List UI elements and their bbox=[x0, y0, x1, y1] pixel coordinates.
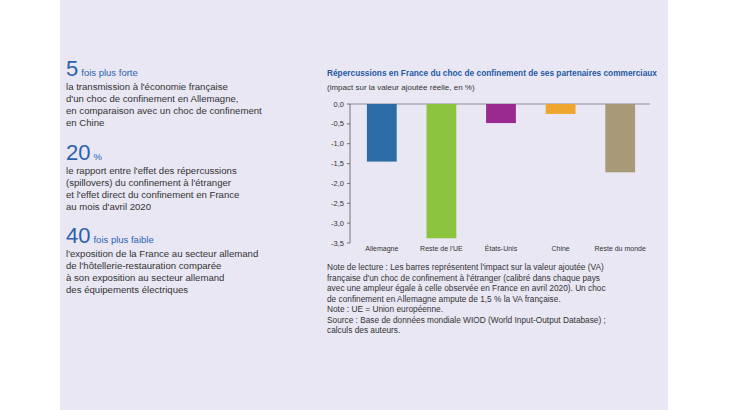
y-tick-label: -3,5 bbox=[331, 239, 344, 248]
key-unit: % bbox=[93, 151, 102, 162]
y-tick-label: -1,5 bbox=[331, 159, 344, 168]
y-tick-label: -1,0 bbox=[331, 139, 344, 148]
note: Note de lecture : Les barres représenten… bbox=[327, 262, 604, 272]
bar bbox=[605, 104, 635, 172]
key-text: en comparaison avec un choc de confineme… bbox=[66, 105, 262, 116]
key-text: et l'effet direct du confinement en Fran… bbox=[66, 189, 239, 200]
note: Note : UE = Union européenne. bbox=[327, 304, 443, 314]
note: française d'un choc de confinement à l'é… bbox=[327, 273, 600, 283]
key-number: 40 bbox=[66, 223, 90, 248]
x-tick-label: Reste du monde bbox=[595, 245, 646, 252]
note: Source : Base de données mondiale WIOD (… bbox=[327, 315, 606, 325]
y-tick bbox=[347, 183, 350, 184]
x-tick-label: États-Unis bbox=[485, 244, 518, 252]
bar bbox=[427, 104, 457, 238]
note: calculs des auteurs. bbox=[327, 325, 400, 335]
y-tick-label: -3,0 bbox=[331, 219, 344, 228]
key-number: 20 bbox=[66, 140, 90, 165]
y-tick bbox=[347, 163, 350, 164]
y-axis bbox=[350, 104, 351, 243]
key-text: la transmission à l'économie française bbox=[66, 81, 228, 92]
y-tick-label: -2,5 bbox=[331, 199, 344, 208]
bar bbox=[486, 104, 516, 123]
x-tick-label: Chine bbox=[551, 245, 569, 252]
chart-subtitle: (impact sur la valeur ajoutée réelle, en… bbox=[327, 83, 475, 92]
chart-title: Répercussions en France du choc de confi… bbox=[327, 68, 657, 78]
infographic: 5fois plus forte la transmission à l'écon… bbox=[0, 0, 730, 410]
x-tick-label: Reste de l'UE bbox=[420, 245, 463, 252]
key-text: au mois d'avril 2020 bbox=[66, 201, 151, 212]
key-text: de l'hôtellerie-restauration comparée bbox=[66, 260, 221, 271]
y-tick bbox=[347, 104, 350, 105]
y-tick bbox=[347, 223, 350, 224]
key-unit: fois plus faible bbox=[93, 234, 153, 245]
y-tick-label: 0,0 bbox=[334, 100, 344, 109]
note: de confinement en Allemagne ampute de 1,… bbox=[327, 294, 561, 304]
key-text: des équipements électriques bbox=[66, 284, 188, 295]
x-tick-label: Allemagne bbox=[365, 245, 398, 253]
key-text: l'exposition de la France au secteur all… bbox=[66, 248, 258, 259]
panel bbox=[60, 0, 668, 410]
note: avec une ampleur égale à celle observée … bbox=[327, 283, 606, 293]
bars bbox=[367, 104, 635, 238]
key-number: 5 bbox=[66, 56, 78, 81]
y-tick bbox=[347, 123, 350, 124]
y-tick bbox=[347, 243, 350, 244]
y-tick-label: -0,5 bbox=[331, 119, 344, 128]
bar bbox=[367, 104, 397, 162]
y-tick-label: -2,0 bbox=[331, 179, 344, 188]
key-text: le rapport entre l'effet des répercussio… bbox=[66, 165, 237, 176]
key-text: en Chine bbox=[66, 117, 104, 128]
bar bbox=[546, 104, 576, 114]
key-text: (spillovers) du confinement à l'étranger bbox=[66, 177, 232, 188]
y-tick bbox=[347, 203, 350, 204]
key-text: à son exposition au secteur allemand bbox=[66, 272, 224, 283]
key-unit: fois plus forte bbox=[81, 67, 138, 78]
key-text: d'un choc de confinement en Allemagne, bbox=[66, 93, 239, 104]
y-tick bbox=[347, 143, 350, 144]
